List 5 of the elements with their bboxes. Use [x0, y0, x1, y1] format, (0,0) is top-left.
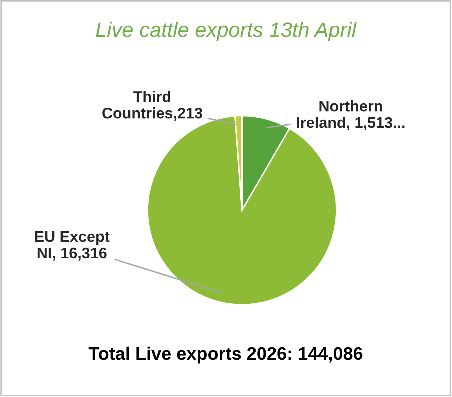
- slice-label: Northern Ireland, 1,513...: [297, 100, 405, 130]
- slice-label: EU Except NI, 16,316: [35, 232, 110, 261]
- chart-title: Live cattle exports 13th April: [96, 22, 357, 42]
- slice-label: Third Countries,213: [102, 91, 202, 121]
- text: Total Live exports 2026: 144,086: [88, 346, 363, 364]
